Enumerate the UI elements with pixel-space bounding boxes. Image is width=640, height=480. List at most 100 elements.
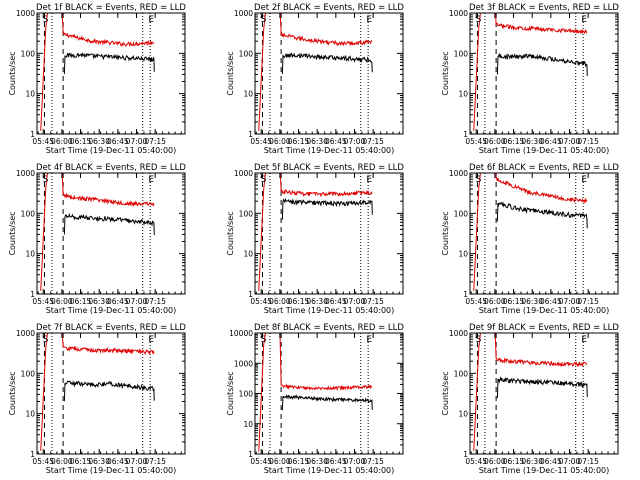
x-tick-label: 06:00 [51,457,73,466]
axes-frame [254,332,404,455]
plot-area [40,13,155,134]
plot-area [258,13,373,134]
y-tick-label: 10 [243,420,253,429]
axes-frame [36,12,186,135]
y-tick-label: 1000 [16,9,35,18]
x-axis-label: Start Time (19-Dec-11 05:40:00) [479,466,610,475]
x-tick-label: 06:15 [288,457,310,466]
events-series-line [63,52,155,74]
y-tick-label: 10 [458,250,468,259]
x-tick-label: 05:45 [465,137,487,146]
x-tick-label: 06:30 [521,137,543,146]
events-series-line [496,201,588,229]
x-tick-label: 07:00 [559,457,581,466]
x-tick-label: 06:45 [540,137,562,146]
marker-e-label: E [366,175,372,185]
axes-frame [36,172,186,295]
marker-s-label: S [43,335,49,345]
panel-det-9: Det 9f BLACK = Events, RED = LLD 1 10 100 10… [441,323,619,475]
y-axis-label: Counts/sec [226,51,235,95]
lld-series-line [473,13,588,131]
y-tick-label: 100 [454,49,469,58]
events-series-line [496,376,588,398]
marker-s-label: S [43,175,49,185]
plot-area [473,333,588,454]
x-tick-label: 05:45 [250,137,272,146]
panel-title: Det 1f BLACK = Events, RED = LLD [36,3,186,13]
lld-series-line [40,13,154,131]
y-tick-label: 1000 [449,329,468,338]
plot-area [258,333,373,454]
x-tick-label: 06:00 [484,457,506,466]
x-tick-label: 06:00 [269,457,291,466]
x-tick-label: 06:45 [107,297,129,306]
panel-title: Det 6f BLACK = Events, RED = LLD [469,163,619,173]
x-axis-label: Start Time (19-Dec-11 05:40:00) [46,466,177,475]
lld-series-line [473,173,588,291]
x-tick-label: 06:00 [269,297,291,306]
y-tick-label: 1 [248,130,253,139]
x-tick-label: 06:15 [503,297,525,306]
marker-e-label: E [366,335,372,345]
panel-title: Det 3f BLACK = Events, RED = LLD [469,3,619,13]
marker-e-label: E [581,175,587,185]
axes-frame [254,172,404,295]
x-axis-label: Start Time (19-Dec-11 05:40:00) [46,306,177,315]
axes-frame [254,12,404,135]
x-tick-label: 07:15 [577,137,599,146]
x-tick-label: 07:15 [144,457,166,466]
plot-area [40,173,155,294]
x-tick-label: 06:15 [70,137,92,146]
x-tick-label: 06:45 [325,137,347,146]
x-tick-label: 06:15 [70,297,92,306]
y-tick-label: 1 [30,450,35,459]
panel-title: Det 4f BLACK = Events, RED = LLD [36,163,186,173]
y-axis-label: Counts/sec [226,211,235,255]
y-tick-label: 100 [239,209,254,218]
x-tick-label: 07:00 [344,457,366,466]
x-tick-label: 06:15 [503,457,525,466]
y-tick-label: 1000 [234,169,253,178]
x-tick-label: 07:00 [126,137,148,146]
y-tick-label: 100 [21,49,36,58]
x-tick-label: 06:45 [325,457,347,466]
y-tick-label: 1000 [234,9,253,18]
y-tick-label: 1 [30,130,35,139]
x-axis-label: Start Time (19-Dec-11 05:40:00) [264,466,395,475]
events-series-line [63,212,155,236]
lld-series-line [40,173,155,291]
axes-frame [469,12,619,135]
x-tick-label: 07:00 [559,137,581,146]
x-tick-label: 06:30 [306,137,328,146]
y-tick-label: 1 [463,450,468,459]
y-axis-label: Counts/sec [226,371,235,415]
marker-s-label: S [476,335,482,345]
y-tick-label: 100 [21,209,36,218]
marker-e-label: E [148,15,154,25]
x-tick-label: 07:00 [344,297,366,306]
y-tick-label: 100 [239,49,254,58]
marker-s-label: S [261,335,267,345]
y-tick-label: 10 [458,90,468,99]
x-tick-label: 06:45 [107,457,129,466]
y-tick-label: 10000 [229,329,253,338]
x-tick-label: 06:30 [88,297,110,306]
y-tick-label: 100 [239,390,254,399]
x-tick-label: 07:15 [577,457,599,466]
x-tick-label: 06:15 [503,137,525,146]
x-tick-label: 07:15 [144,137,166,146]
panel-det-7: Det 7f BLACK = Events, RED = LLD 1 10 100 10… [8,323,186,475]
marker-s-label: S [43,15,49,25]
lld-series-line [258,173,373,291]
y-tick-label: 1000 [16,169,35,178]
x-tick-label: 06:45 [540,297,562,306]
panel-det-8: Det 8f BLACK = Events, RED = LLD 1 10 100 10… [226,323,404,475]
x-tick-label: 06:30 [88,137,110,146]
marker-s-label: S [261,175,267,185]
x-tick-label: 07:15 [362,457,384,466]
panel-det-6: Det 6f BLACK = Events, RED = LLD 1 10 100 10… [441,163,619,315]
x-tick-label: 05:45 [465,297,487,306]
x-tick-label: 06:00 [484,137,506,146]
marker-e-label: E [581,335,587,345]
